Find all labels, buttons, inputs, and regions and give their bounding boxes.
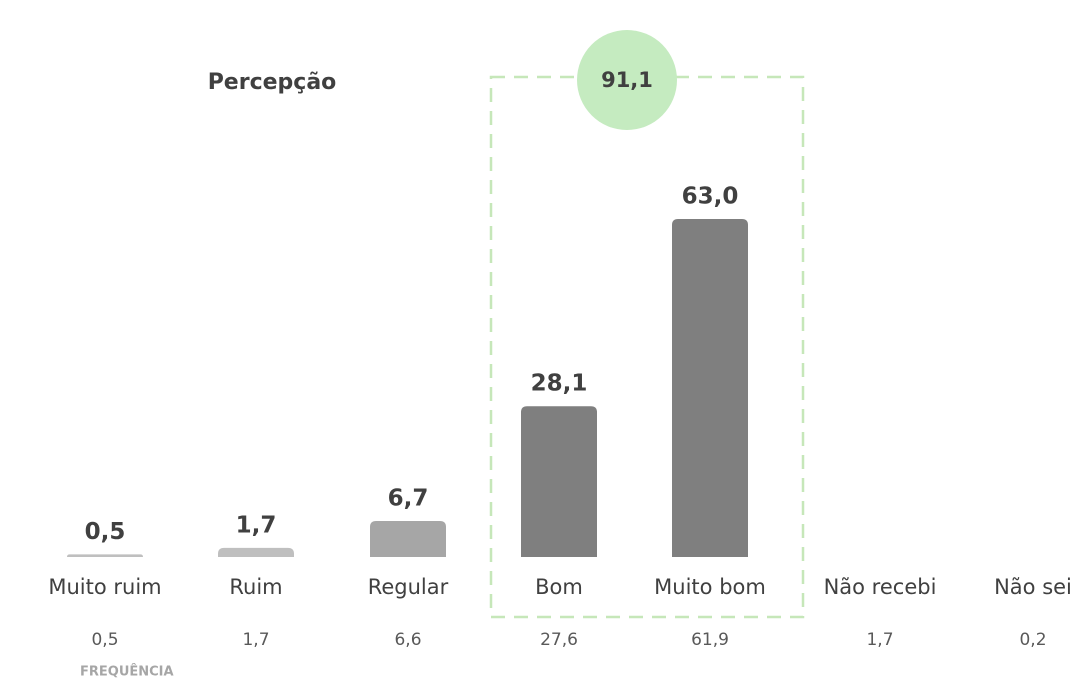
total-label: 91,1 — [601, 68, 653, 92]
frequency-label: 27,6 — [540, 630, 578, 650]
value-label: 63,0 — [682, 184, 739, 210]
bar — [521, 406, 597, 557]
chart-title: Percepção — [208, 70, 337, 95]
x-tick-label: Muito bom — [654, 575, 766, 599]
value-label: 6,7 — [388, 486, 429, 512]
frequency-title: FREQUÊNCIA — [80, 664, 174, 680]
x-tick-label: Regular — [368, 575, 449, 599]
highlight-box — [489, 75, 805, 619]
bar — [672, 219, 748, 557]
highlight-circle — [577, 30, 677, 130]
frequency-label: 1,7 — [866, 630, 893, 650]
x-tick-label: Ruim — [229, 575, 282, 599]
x-tick-label: Não sei — [994, 575, 1072, 599]
x-tick-label: Não recebi — [824, 575, 937, 599]
x-tick-label: Bom — [535, 575, 583, 599]
frequency-label: 1,7 — [242, 630, 269, 650]
frequency-label: 0,2 — [1019, 630, 1046, 650]
frequency-label: 6,6 — [394, 630, 421, 650]
value-label: 28,1 — [531, 371, 588, 397]
frequency-label: 0,5 — [91, 630, 118, 650]
value-label: 1,7 — [236, 512, 277, 538]
bar — [370, 521, 446, 557]
x-tick-label: Muito ruim — [48, 575, 161, 599]
bar — [67, 554, 143, 557]
bar — [218, 547, 294, 557]
frequency-label: 61,9 — [691, 630, 729, 650]
value-label: 0,5 — [85, 519, 126, 545]
